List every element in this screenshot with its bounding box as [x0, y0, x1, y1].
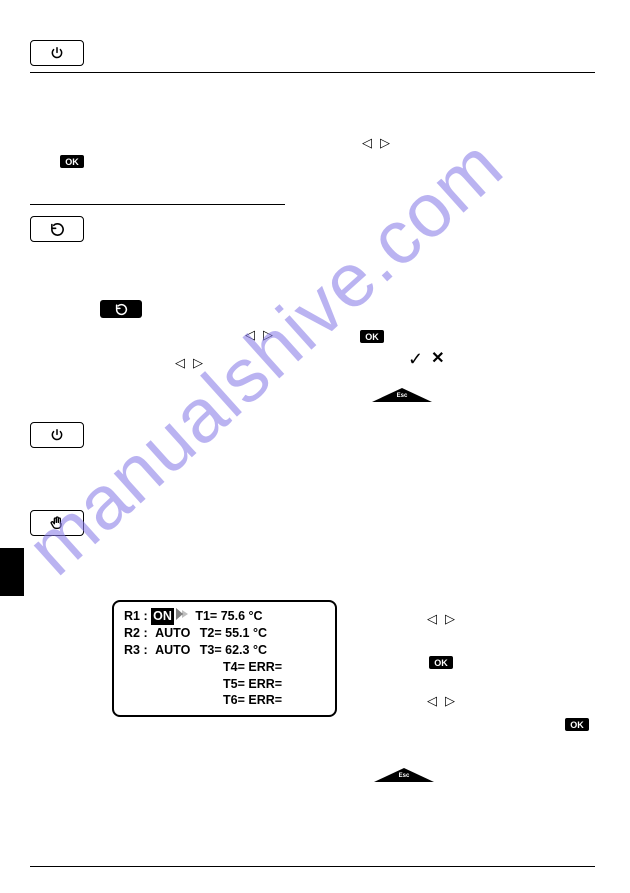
section-heading-power-2 — [30, 422, 595, 448]
ok-button[interactable]: OK — [429, 656, 453, 669]
ok-button[interactable]: OK — [565, 718, 589, 731]
triangle-right-icon[interactable]: ▷ — [445, 694, 455, 707]
divider — [30, 866, 595, 867]
ok-button[interactable]: OK — [360, 330, 384, 343]
body-text — [30, 82, 595, 136]
esc-button[interactable]: Esc — [372, 382, 432, 402]
triangle-right-icon[interactable]: ▷ — [193, 356, 203, 369]
triangle-left-icon[interactable]: ◁ — [362, 136, 372, 149]
arrow-pair[interactable]: ◁ ▷ — [427, 694, 455, 707]
display-row-1: R1 : ON T1= 75.6 °C — [124, 608, 325, 625]
esc-button[interactable]: Esc — [374, 762, 434, 782]
triangle-right-icon[interactable]: ▷ — [380, 136, 390, 149]
arrow-left-right[interactable]: ◁ ▷ — [362, 136, 390, 149]
power-icon — [30, 422, 84, 448]
ok-button[interactable]: OK — [60, 155, 84, 168]
divider — [30, 204, 285, 205]
display-row-6: T6= ERR= — [124, 692, 325, 709]
triangle-left-icon[interactable]: ◁ — [427, 612, 437, 625]
section-heading-refresh — [30, 216, 595, 242]
display-row-4: T4= ERR= — [124, 659, 325, 676]
triangle-left-icon[interactable]: ◁ — [175, 356, 185, 369]
check-icon[interactable]: ✓ — [408, 350, 423, 368]
arrow-pair[interactable]: ◁ ▷ — [175, 356, 203, 369]
lcd-display: R1 : ON T1= 75.6 °C R2 : AUTO T2= 55.1 °… — [112, 600, 337, 717]
triangle-left-icon[interactable]: ◁ — [245, 328, 255, 341]
section-heading-power — [30, 40, 595, 66]
display-row-2: R2 : AUTO T2= 55.1 °C — [124, 625, 325, 642]
triangle-left-icon[interactable]: ◁ — [427, 694, 437, 707]
power-icon — [30, 40, 84, 66]
triangle-right-icon[interactable]: ▷ — [445, 612, 455, 625]
footer — [30, 866, 595, 871]
arrow-pair[interactable]: ◁ ▷ — [427, 612, 455, 625]
hand-icon — [30, 510, 84, 536]
refresh-icon — [30, 216, 84, 242]
triangle-right-icon[interactable]: ▷ — [263, 328, 273, 341]
arrow-pair[interactable]: ◁ ▷ — [245, 328, 273, 341]
display-row-3: R3 : AUTO T3= 62.3 °C — [124, 642, 325, 659]
divider — [30, 72, 595, 73]
page-side-tab — [0, 548, 24, 596]
refresh-button-dark[interactable] — [100, 300, 142, 318]
state-highlight: ON — [151, 608, 174, 625]
section-heading-manual — [30, 510, 595, 536]
x-icon[interactable]: ✕ — [431, 351, 444, 367]
display-row-5: T5= ERR= — [124, 676, 325, 693]
